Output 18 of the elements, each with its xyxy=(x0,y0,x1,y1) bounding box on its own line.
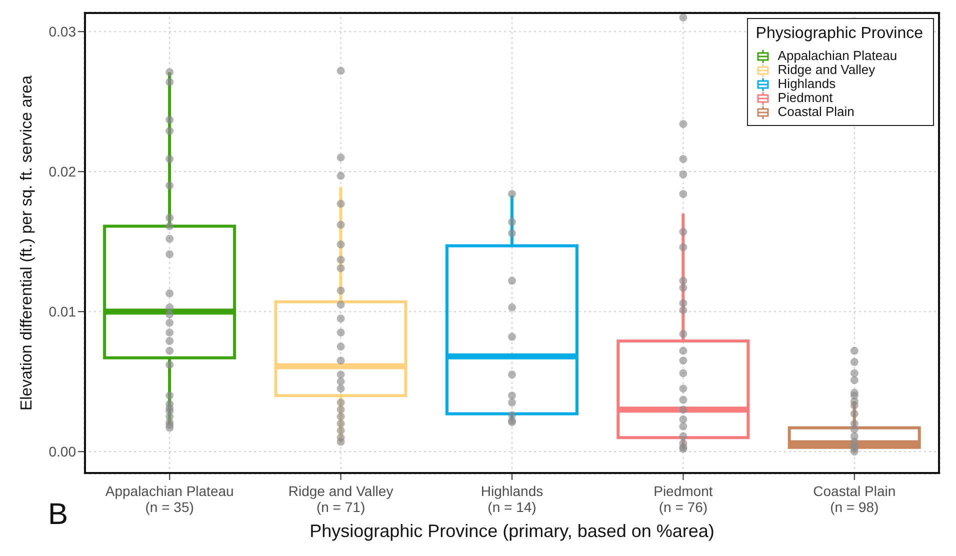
x-tick-label: Highlands (n = 14) xyxy=(480,483,544,515)
y-tick-label: 0.00 xyxy=(48,444,76,460)
legend-label: Ridge and Valley xyxy=(776,62,876,77)
y-axis-title: Elevation differential (ft.) per sq. ft. service area xyxy=(18,75,36,410)
text: B xyxy=(48,498,68,532)
x-axis-title: Physiographic Province (primary, based on %area) xyxy=(310,520,714,541)
legend-label: Coastal Plain xyxy=(776,104,856,119)
legend-label: Appalachian Plateau xyxy=(776,48,898,63)
x-tick-label: Ridge and Valley (n = 71) xyxy=(288,483,394,515)
x-tick-label: Coastal Plain (n = 98) xyxy=(813,483,896,515)
y-tick-label: 0.02 xyxy=(48,164,76,180)
y-tick-label: 0.01 xyxy=(48,304,76,320)
legend-label: Piedmont xyxy=(776,90,833,105)
legend-label: Highlands xyxy=(776,76,837,91)
legend-title: Physiographic Province xyxy=(756,25,923,43)
y-tick-label: 0.03 xyxy=(48,24,76,40)
x-tick-label: Piedmont (n = 76) xyxy=(654,483,713,515)
x-tick-label: Appalachian Plateau (n = 35) xyxy=(105,483,234,515)
